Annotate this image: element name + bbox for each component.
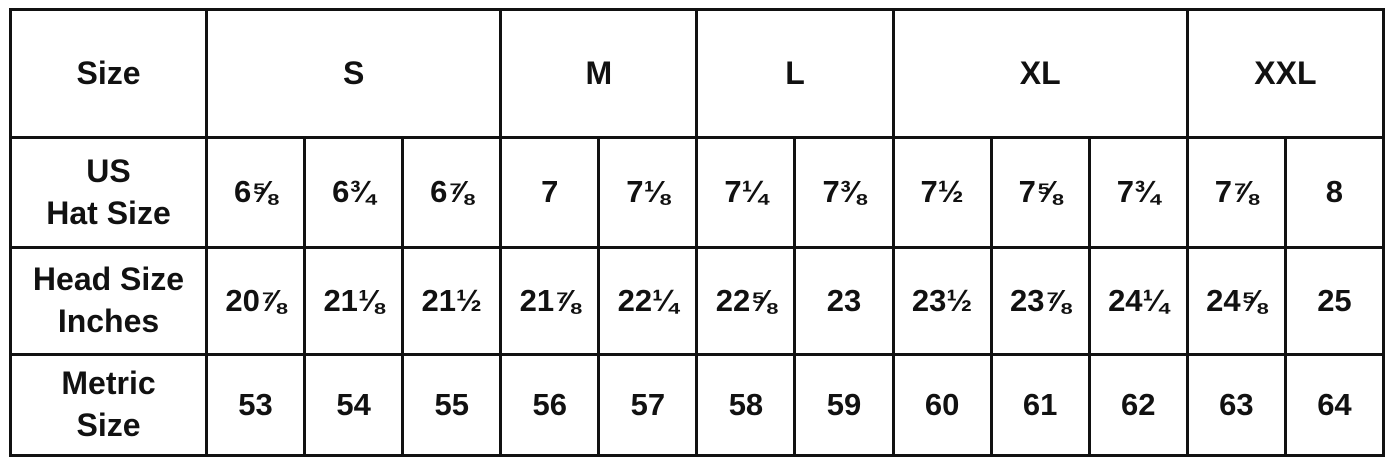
cell: 22⅝ [695,246,797,356]
row-label-line: Hat Size [46,194,171,231]
size-group: XL [891,8,1189,139]
cell: 7⅛ [597,136,699,249]
cell: 58 [695,353,797,457]
cell: 55 [401,353,503,457]
row-label: Metric Size [9,353,208,457]
cell: 21⅛ [303,246,405,356]
cell: 57 [597,353,699,457]
size-group: M [499,8,699,139]
cell: 7 [499,136,601,249]
cell: 23 [793,246,895,356]
cell: 25 [1283,246,1386,356]
cell: 62 [1087,353,1189,457]
row-label-line: Metric [61,365,156,402]
table-row: US Hat Size 6⅝ 6¾ 6⅞ 7 7⅛ 7¼ 7⅜ 7½ 7⅝ 7¾ 7⅞ 8 [9,136,1386,249]
cell: 23⅞ [989,246,1091,356]
cell: 7¾ [1087,136,1189,249]
cell: 6⅝ [204,136,307,249]
table-row: Metric Size 53 54 55 56 57 58 59 60 61 62 63 64 [9,353,1386,457]
cell: 21½ [401,246,503,356]
cell: 6⅞ [401,136,503,249]
cell: 6¾ [303,136,405,249]
header-row: Size S M L XL XXL [9,8,1386,139]
cell: 21⅞ [499,246,601,356]
size-table: Size S M L XL XXL US Hat Size 6⅝ 6¾ 6⅞ 7 7⅛ 7¼ 7… [9,8,1386,457]
row-label-line: Size [76,407,141,443]
cell: 54 [303,353,405,457]
cell: 53 [204,353,307,457]
cell: 60 [891,353,993,457]
cell: 7⅜ [793,136,895,249]
cell: 8 [1283,136,1386,249]
cell: 61 [989,353,1091,457]
cell: 22¼ [597,246,699,356]
size-group: XXL [1185,8,1386,139]
row-label-line: US [86,152,131,189]
cell: 59 [793,353,895,457]
cell: 24⅝ [1185,246,1287,356]
cell: 7¼ [695,136,797,249]
header-label: Size [9,8,208,139]
table-row: Head Size Inches 20⅞ 21⅛ 21½ 21⅞ 22¼ 22⅝ 23 23½ 23… [9,246,1386,356]
row-label-line: Inches [57,303,160,339]
cell: 23½ [891,246,993,356]
cell: 24¼ [1087,246,1189,356]
size-group: L [695,8,895,139]
row-label: US Hat Size [9,136,208,249]
cell: 63 [1185,353,1287,457]
row-label-line: Head Size [32,261,185,298]
row-label: Head Size Inches [9,246,208,356]
cell: 64 [1283,353,1386,457]
cell: 56 [499,353,601,457]
cell: 20⅞ [204,246,307,356]
cell: 7½ [891,136,993,249]
cell: 7⅝ [989,136,1091,249]
size-group: S [204,8,503,139]
cell: 7⅞ [1185,136,1287,249]
